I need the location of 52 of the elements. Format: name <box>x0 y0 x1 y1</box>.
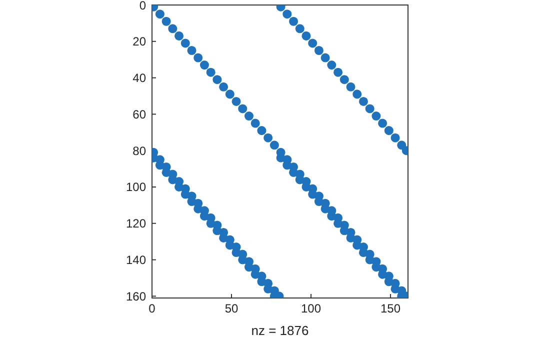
y-tick-label: 160 <box>126 289 146 304</box>
point <box>352 90 362 99</box>
point <box>372 112 381 121</box>
y-tick-label: 40 <box>132 71 146 86</box>
point <box>212 75 222 84</box>
point <box>187 46 196 55</box>
point <box>358 96 368 106</box>
point <box>390 133 400 142</box>
point <box>308 38 318 48</box>
point <box>162 16 171 26</box>
point <box>289 16 298 26</box>
point <box>155 10 164 19</box>
point <box>232 96 241 106</box>
point <box>250 118 260 128</box>
point <box>174 31 184 40</box>
point <box>180 38 190 48</box>
point <box>365 104 374 114</box>
point <box>302 31 311 40</box>
point <box>378 118 388 128</box>
point <box>320 53 330 62</box>
x-axis-title: nz = 1876 <box>251 323 309 337</box>
x-tick-label: 50 <box>224 302 238 316</box>
point <box>264 133 273 142</box>
point <box>257 126 266 136</box>
y-tick-label: 140 <box>126 253 146 268</box>
point <box>206 68 216 77</box>
x-tick-label: 0 <box>148 302 156 316</box>
point <box>334 68 343 77</box>
y-tick-label: 0 <box>139 0 146 12</box>
x-tick-label: 150 <box>380 302 401 316</box>
point <box>238 104 248 114</box>
y-tick-label: 80 <box>132 144 146 158</box>
point <box>225 90 234 99</box>
point <box>295 24 304 34</box>
point <box>244 262 254 272</box>
y-tick-label: 120 <box>126 216 146 231</box>
point <box>194 53 203 62</box>
point <box>327 60 336 70</box>
y-tick-label: 20 <box>132 34 146 49</box>
point <box>340 75 349 84</box>
point <box>200 60 209 70</box>
point <box>244 112 254 121</box>
point <box>282 10 292 19</box>
y-tick-label: 100 <box>126 180 146 194</box>
y-tick-label: 60 <box>132 107 146 122</box>
point <box>219 82 228 92</box>
point <box>346 82 356 92</box>
point <box>384 126 394 136</box>
point <box>270 140 279 150</box>
x-tick-label: 100 <box>300 302 322 316</box>
point <box>168 24 178 34</box>
point <box>314 46 324 55</box>
